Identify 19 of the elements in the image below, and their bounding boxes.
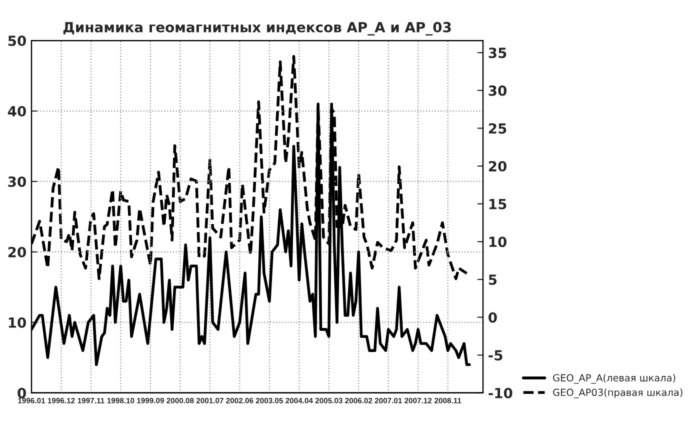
legend-label: GEO_AP03(правая шкала) xyxy=(553,388,682,398)
y-tick-label: 40 xyxy=(8,106,26,116)
y2-tick-label: 35 xyxy=(488,48,506,58)
y-tick-label: 50 xyxy=(8,36,26,46)
y2-tick-label: 20 xyxy=(488,161,507,172)
y2-tick-label: 25 xyxy=(488,123,506,134)
y2-tick-label: 10 xyxy=(489,236,507,248)
y-tick-label: 0 xyxy=(18,388,26,398)
y2-tick-label: 30 xyxy=(488,85,507,96)
y-tick-label: 10 xyxy=(8,317,26,328)
y2-tick-label: 0 xyxy=(488,312,497,323)
chart-title: Динамика геомагнитных индексов AP_A и AP_03 xyxy=(63,22,451,36)
y-tick-label: 30 xyxy=(8,176,26,187)
legend-label: GEO_AP_A(левая шкала) xyxy=(553,374,676,384)
y2-tick-label: -10 xyxy=(488,388,512,398)
y2-tick-label: 15 xyxy=(489,199,506,210)
y2-tick-label: 5 xyxy=(488,274,497,285)
y-tick-label: 20 xyxy=(8,246,26,258)
y2-tick-label: -5 xyxy=(488,350,502,361)
